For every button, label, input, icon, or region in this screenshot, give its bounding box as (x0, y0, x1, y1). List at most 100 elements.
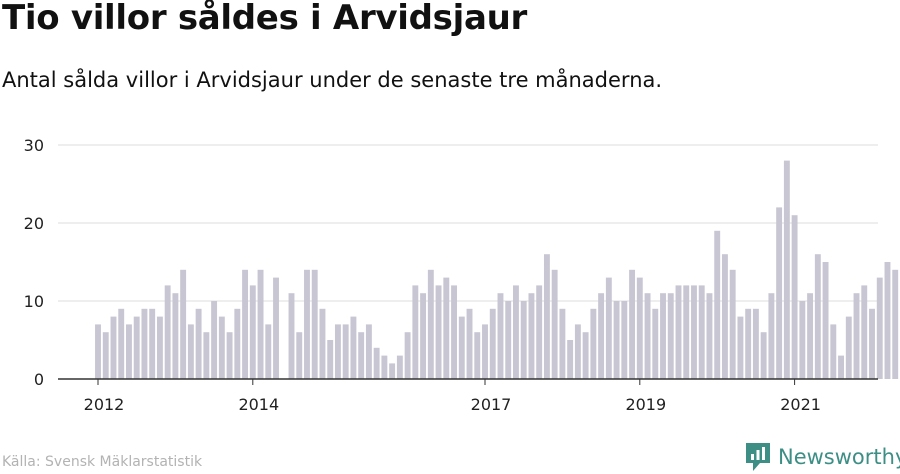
bar-chart: 01020302012201420172019202110 (24, 136, 899, 414)
bar (845, 316, 852, 379)
bar (180, 269, 187, 379)
bar (249, 285, 256, 379)
bar (574, 324, 581, 379)
bar (381, 355, 388, 379)
bar (373, 347, 380, 379)
bar (350, 316, 357, 379)
y-tick-label: 30 (24, 136, 44, 155)
brand-name: Newsworthy (778, 445, 900, 469)
bar (590, 308, 597, 379)
bar (489, 308, 496, 379)
bar (296, 332, 303, 379)
bar (652, 308, 659, 379)
bar (760, 332, 767, 379)
x-tick-label: 2014 (238, 395, 279, 414)
chart-subtitle: Antal sålda villor i Arvidsjaur under de… (2, 68, 663, 92)
bar (358, 332, 365, 379)
bar (466, 308, 473, 379)
bar (667, 293, 674, 379)
bar (234, 308, 241, 379)
bar (319, 308, 326, 379)
bar (389, 363, 396, 379)
bar (404, 332, 411, 379)
bar (497, 293, 504, 379)
bar (613, 301, 620, 379)
bar (342, 324, 349, 379)
bar (396, 355, 403, 379)
bar (451, 285, 457, 379)
bar (884, 262, 891, 379)
bar (156, 316, 163, 379)
bar (543, 254, 550, 379)
bar (869, 308, 875, 379)
brand-logo: Newsworthy (744, 440, 900, 474)
bar (304, 269, 310, 379)
x-tick-label: 2012 (84, 395, 125, 414)
bar (714, 230, 721, 379)
bar (791, 215, 798, 379)
chart-title: Tio villor såldes i Arvidsjaur (2, 0, 527, 38)
bar (365, 324, 372, 379)
bar (118, 308, 125, 379)
bar (187, 324, 194, 379)
bar (102, 332, 109, 379)
x-tick-label: 2019 (625, 395, 666, 414)
y-tick-label: 10 (24, 292, 44, 311)
bar (536, 285, 543, 379)
bar (513, 285, 519, 379)
bar (164, 285, 171, 379)
bar (218, 316, 225, 379)
bar (598, 293, 605, 379)
x-tick-label: 2021 (780, 395, 821, 414)
bar (327, 340, 334, 379)
bar (257, 269, 264, 379)
y-tick-label: 20 (24, 214, 44, 233)
bar (435, 285, 442, 379)
bar (443, 277, 450, 379)
bar (226, 332, 233, 379)
bar (768, 293, 775, 379)
bar (141, 308, 148, 379)
bar (745, 308, 752, 379)
bar (520, 301, 527, 379)
bar (474, 332, 481, 379)
bar (559, 308, 566, 379)
bar (876, 277, 883, 379)
bar (729, 269, 736, 379)
bar (273, 277, 279, 379)
bar (783, 160, 790, 379)
newsworthy-logo-icon (746, 443, 770, 471)
y-tick-label: 0 (34, 370, 44, 389)
bar (110, 316, 117, 379)
bar (892, 269, 899, 379)
bar (242, 269, 249, 379)
bar (683, 285, 690, 379)
bar (721, 254, 728, 379)
bar (814, 254, 821, 379)
bar (195, 308, 202, 379)
bar (203, 332, 210, 379)
bar (691, 285, 697, 379)
bar (482, 324, 488, 379)
bar (636, 277, 643, 379)
bar (605, 277, 612, 379)
bar (427, 269, 434, 379)
bar (420, 293, 427, 379)
bar (752, 308, 759, 379)
bar (412, 285, 419, 379)
bar (629, 269, 636, 379)
bar (799, 301, 806, 379)
x-tick-label: 2017 (471, 395, 512, 414)
bar (311, 269, 318, 379)
bar (505, 301, 512, 379)
bar (551, 269, 558, 379)
bar (737, 316, 744, 379)
bar (288, 293, 295, 379)
bar (853, 293, 860, 379)
bar (706, 293, 713, 379)
bar (675, 285, 682, 379)
bar (334, 324, 341, 379)
bar (621, 301, 628, 379)
bar (660, 293, 666, 379)
bar (822, 262, 829, 379)
